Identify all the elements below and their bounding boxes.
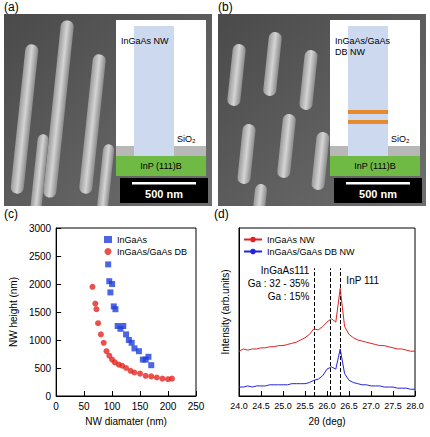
svg-text:NW diamater (nm): NW diamater (nm) xyxy=(85,416,167,427)
svg-text:500: 500 xyxy=(34,363,51,374)
svg-text:24.5: 24.5 xyxy=(252,401,270,411)
svg-text:0: 0 xyxy=(46,391,52,402)
svg-text:28.0: 28.0 xyxy=(406,401,424,411)
svg-text:InGaAs NW: InGaAs NW xyxy=(267,235,315,245)
svg-text:25.5: 25.5 xyxy=(296,401,314,411)
svg-text:27.5: 27.5 xyxy=(384,401,402,411)
svg-text:InGaAs/GaAs DB NW: InGaAs/GaAs DB NW xyxy=(267,247,355,257)
svg-text:SiO₂: SiO₂ xyxy=(177,134,196,144)
svg-text:Ga : 15%: Ga : 15% xyxy=(268,291,310,302)
svg-text:Intensity (arb.units): Intensity (arb.units) xyxy=(220,269,231,354)
svg-text:2500: 2500 xyxy=(29,251,52,262)
svg-text:200: 200 xyxy=(160,401,177,412)
svg-text:100: 100 xyxy=(104,401,121,412)
svg-text:InP (111)B: InP (111)B xyxy=(354,161,396,171)
svg-text:2000: 2000 xyxy=(29,279,52,290)
svg-text:26.0: 26.0 xyxy=(318,401,336,411)
svg-text:500 nm: 500 nm xyxy=(145,188,183,200)
svg-text:InP 111: InP 111 xyxy=(346,275,379,286)
svg-text:50: 50 xyxy=(79,401,91,412)
svg-text:InGaAs/GaAs DB: InGaAs/GaAs DB xyxy=(117,247,187,257)
svg-text:24.0: 24.0 xyxy=(230,401,248,411)
svg-text:InP (111)B: InP (111)B xyxy=(140,161,182,171)
svg-text:SiO₂: SiO₂ xyxy=(391,134,410,144)
svg-text:25.0: 25.0 xyxy=(274,401,292,411)
svg-text:InGaAs NW: InGaAs NW xyxy=(121,36,169,46)
html-text:(b): (b) xyxy=(218,0,233,14)
svg-text:DB NW: DB NW xyxy=(335,47,366,57)
svg-text:26.5: 26.5 xyxy=(340,401,358,411)
svg-text:2θ (deg): 2θ (deg) xyxy=(308,416,345,427)
svg-text:500 nm: 500 nm xyxy=(359,188,397,200)
svg-text:250: 250 xyxy=(188,401,205,412)
svg-text:NW height (nm): NW height (nm) xyxy=(8,277,19,347)
svg-text:150: 150 xyxy=(132,401,149,412)
svg-text:InGaAs111: InGaAs111 xyxy=(261,265,310,276)
svg-text:3000: 3000 xyxy=(29,223,52,234)
html-text:(d): (d) xyxy=(214,207,229,221)
svg-text:1500: 1500 xyxy=(29,307,52,318)
svg-text:Ga : 32 - 35%: Ga : 32 - 35% xyxy=(248,278,310,289)
svg-text:27.0: 27.0 xyxy=(362,401,380,411)
svg-text:1000: 1000 xyxy=(29,335,52,346)
svg-text:InGaAs: InGaAs xyxy=(117,235,148,245)
svg-text:InGaAs/GaAs: InGaAs/GaAs xyxy=(335,36,391,46)
svg-text:0: 0 xyxy=(53,401,59,412)
html-text:(c): (c) xyxy=(4,207,18,221)
html-text:(a): (a) xyxy=(4,0,19,14)
